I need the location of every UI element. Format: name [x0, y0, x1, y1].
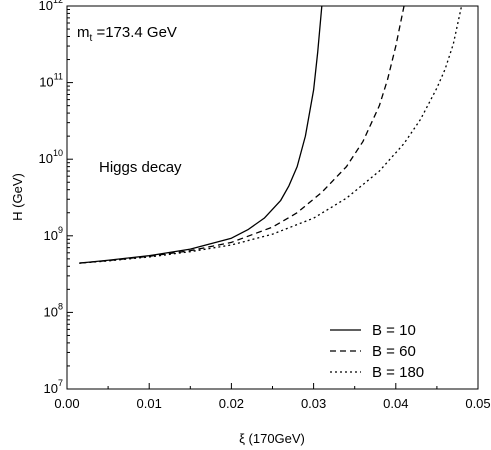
y-tick-label: 1012 — [39, 0, 63, 13]
y-tick-exponent: 9 — [58, 225, 63, 235]
mass-symbol: m — [77, 24, 90, 41]
plot-frame — [66, 5, 479, 390]
y-tick-exponent: 12 — [53, 0, 63, 5]
y-tick-base: 10 — [39, 151, 53, 166]
legend: B = 10 B = 60 B = 180 — [330, 322, 424, 381]
legend-label: B = 180 — [372, 364, 424, 381]
series-line — [79, 5, 463, 264]
y-tick-label: 107 — [44, 378, 63, 396]
x-tick-label: 0.03 — [301, 396, 326, 411]
y-axis-label: H (GeV) — [10, 173, 25, 221]
y-tick-exponent: 11 — [54, 72, 63, 82]
legend-label: B = 60 — [372, 343, 416, 360]
series-lines — [79, 5, 463, 264]
x-tick-label: 0.04 — [383, 396, 408, 411]
y-tick-label: 1011 — [39, 72, 63, 90]
x-tick-label: 0.02 — [219, 396, 244, 411]
y-tick-label: 108 — [44, 301, 63, 319]
x-axis-label: ξ (170GeV) — [239, 431, 305, 446]
y-tick-base: 10 — [44, 381, 58, 396]
legend-label: B = 10 — [372, 322, 416, 339]
y-tick-exponent: 8 — [58, 301, 63, 311]
mass-value: =173.4 GeV — [92, 24, 177, 41]
series-line — [79, 5, 323, 264]
y-tick-base: 10 — [39, 0, 53, 13]
x-tick-labels: 0.00 0.01 0.02 0.03 0.04 0.05 — [54, 396, 490, 411]
y-tick-label: 109 — [44, 225, 63, 243]
x-tick-label: 0.00 — [54, 396, 79, 411]
mass-annotation: mt =173.4 GeV — [77, 24, 177, 44]
ticks — [66, 5, 479, 390]
process-annotation: Higgs decay — [99, 159, 182, 176]
y-tick-base: 10 — [44, 228, 58, 243]
y-tick-exponent: 10 — [53, 148, 63, 158]
mass-subscript: t — [90, 33, 93, 44]
y-tick-exponent: 7 — [58, 378, 63, 388]
y-tick-base: 10 — [44, 304, 58, 319]
x-tick-label: 0.05 — [465, 396, 490, 411]
y-tick-base: 10 — [39, 75, 53, 90]
series-line — [79, 5, 405, 264]
y-tick-label: 1010 — [39, 148, 63, 166]
x-tick-label: 0.01 — [137, 396, 162, 411]
